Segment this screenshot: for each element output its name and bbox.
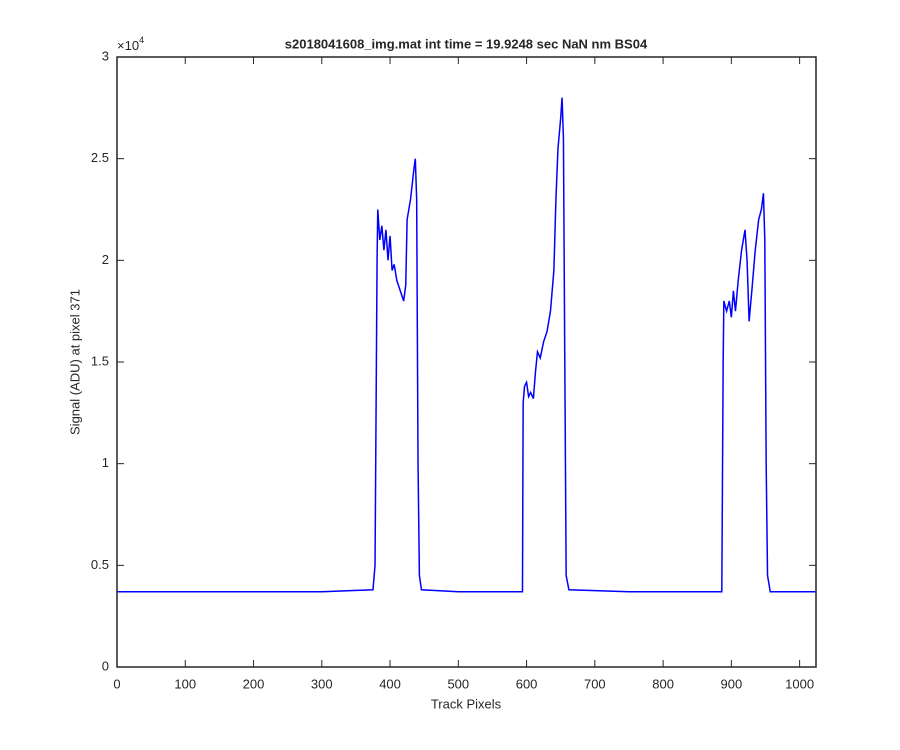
- y-multiplier: ×104: [117, 35, 144, 53]
- data-line: [117, 97, 816, 593]
- axes-box: [116, 56, 817, 668]
- y-tick-label: 0.5: [91, 557, 109, 572]
- y-multiplier-exponent: 4: [139, 35, 144, 45]
- y-multiplier-base: ×10: [117, 38, 139, 53]
- y-tick-label: 1.5: [91, 353, 109, 368]
- x-tick-label: 600: [516, 676, 538, 691]
- chart-title: s2018041608_img.mat int time = 19.9248 s…: [285, 36, 648, 51]
- y-tick-label: 3: [102, 48, 109, 63]
- x-tick-label: 0: [113, 676, 120, 691]
- x-tick-label: 900: [721, 676, 743, 691]
- y-tick-label: 1: [102, 455, 109, 470]
- x-tick-label: 1000: [785, 676, 814, 691]
- y-axis-label: Signal (ADU) at pixel 371: [67, 289, 82, 435]
- x-tick-label: 100: [174, 676, 196, 691]
- y-tick-label: 2.5: [91, 150, 109, 165]
- x-tick-label: 400: [379, 676, 401, 691]
- x-tick-label: 800: [652, 676, 674, 691]
- x-axis-label: Track Pixels: [431, 696, 502, 711]
- x-tick-label: 500: [447, 676, 469, 691]
- y-tick-label: 0: [102, 658, 109, 673]
- x-tick-label: 700: [584, 676, 606, 691]
- x-tick-label: 300: [311, 676, 333, 691]
- y-tick-label: 2: [102, 252, 109, 267]
- x-tick-label: 200: [243, 676, 265, 691]
